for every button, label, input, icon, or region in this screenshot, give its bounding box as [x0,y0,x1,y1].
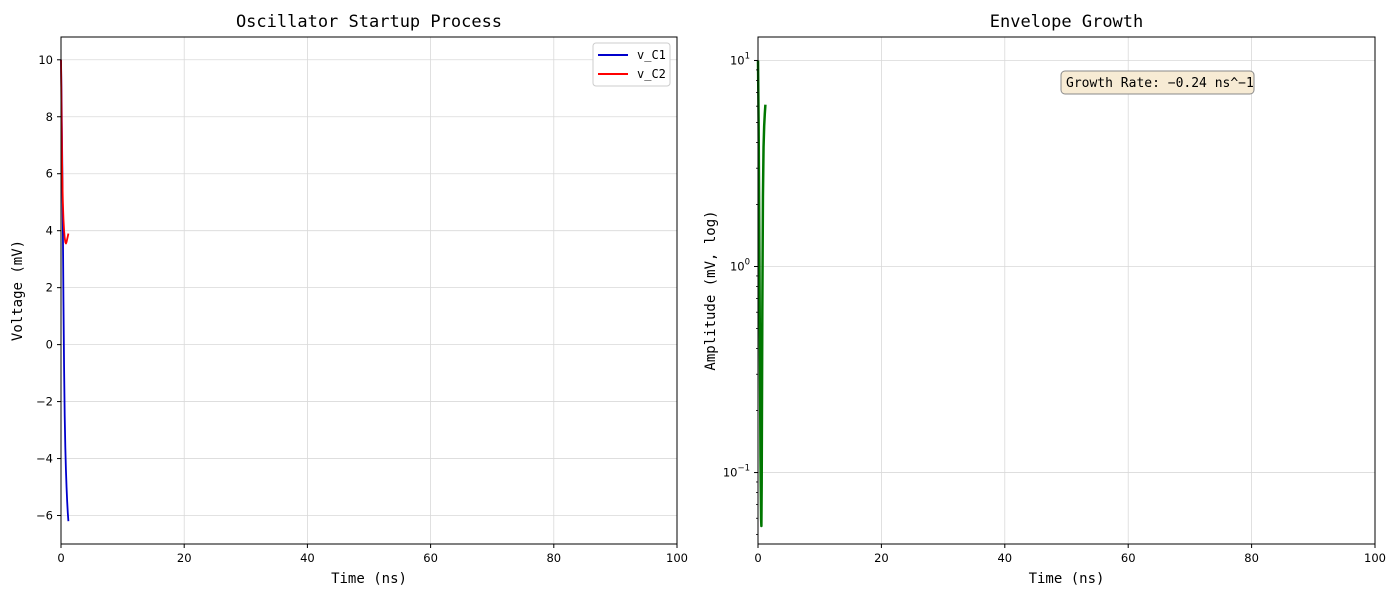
envelope-series-lines [756,60,767,528]
x-tick-label: 100 [666,551,688,565]
envelope-title: Envelope Growth [990,12,1144,32]
oscillator-x-axis-label: Time (ns) [331,571,407,587]
x-tick-label: 20 [177,551,192,565]
envelope-grid [757,37,1376,544]
envelope-plot-frame [757,36,1376,545]
growth-rate-annotation: Growth Rate: −0.24 ns^−1 [1060,70,1255,95]
y-tick-base: 10 [723,466,738,480]
legend-box [592,42,671,87]
x-tick-label: 80 [1244,551,1259,565]
y-tick-label: 8 [46,110,53,124]
y-tick-base: 10 [730,53,745,67]
legend-label-v-c2: v_C2 [637,67,666,81]
y-tick-label: 101 [730,51,750,67]
oscillator-legend: v_C1 v_C2 [592,42,671,87]
envelope-x-axis-label: Time (ns) [1029,571,1105,587]
envelope-y-axis-label: Amplitude (mV, log) [703,210,719,370]
y-tick-label: 6 [46,167,53,181]
oscillator-ticks: 0 20 40 60 80 100 −6 −4 −2 0 2 4 6 8 10 [36,53,688,565]
x-tick-label: 40 [997,551,1012,565]
y-tick-label: 0 [46,338,53,352]
oscillator-plot-frame [60,36,678,545]
y-tick-label: 10−1 [723,464,750,480]
y-tick-label: 4 [46,224,53,238]
x-tick-label: 80 [546,551,561,565]
x-tick-label: 40 [300,551,315,565]
y-tick-label: −6 [36,509,53,523]
annotation-box [1060,70,1255,95]
oscillator-y-axis-label: Voltage (mV) [10,240,26,341]
x-tick-label: 60 [1121,551,1136,565]
x-tick-label: 100 [1364,551,1386,565]
x-tick-label: 0 [57,551,64,565]
x-tick-label: 0 [754,551,761,565]
envelope-line [756,60,767,528]
y-tick-exponent: 0 [745,258,750,268]
x-tick-label: 20 [874,551,889,565]
oscillator-chart: 0 20 40 60 80 100 −6 −4 −2 0 2 4 6 8 10 Oscillator Sta… [10,12,688,587]
oscillator-title: Oscillator Startup Process [236,12,502,32]
y-tick-label: −4 [36,452,53,466]
y-tick-label: −2 [36,395,53,409]
y-tick-label: 10 [38,53,53,67]
y-tick-label: 2 [46,281,53,295]
oscillator-grid [60,37,678,544]
y-tick-base: 10 [730,260,745,274]
y-tick-exponent: −1 [737,464,750,474]
y-tick-label: 100 [730,258,750,274]
legend-label-v-c1: v_C1 [637,48,666,62]
annotation-text: Growth Rate: −0.24 ns^−1 [1066,76,1254,91]
y-tick-exponent: 1 [745,51,750,61]
oscillator-series-lines [60,59,70,522]
x-tick-label: 60 [423,551,438,565]
series-line-v-c2 [60,59,70,245]
